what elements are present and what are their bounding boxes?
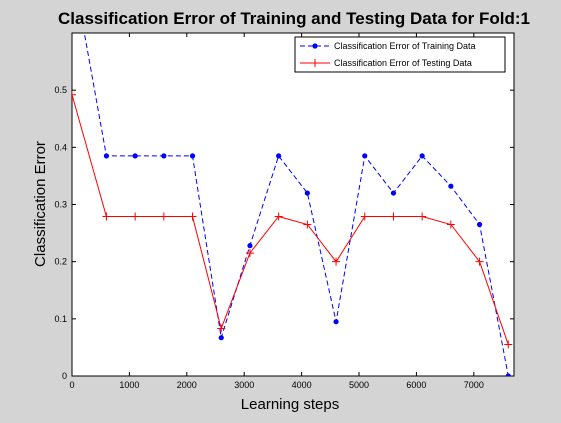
data-point [476, 221, 483, 228]
data-point [504, 340, 513, 349]
data-point [103, 153, 110, 159]
data-point [332, 257, 341, 266]
x-tick-label: 4000 [292, 380, 312, 390]
data-point [419, 153, 425, 159]
x-tick-label: 1000 [119, 380, 139, 390]
data-point [72, 90, 76, 99]
data-point [475, 257, 484, 266]
y-tick-label: 0.2 [54, 257, 67, 267]
y-tick-label: 0 [62, 371, 67, 381]
data-point [303, 220, 312, 229]
data-point [247, 243, 253, 249]
data-point [390, 190, 397, 196]
data-point [505, 373, 511, 376]
data-point [312, 43, 318, 49]
y-tick-label: 0.1 [54, 314, 67, 324]
series-training [83, 33, 511, 376]
plot-area [71, 32, 515, 377]
data-point [189, 153, 196, 159]
y-tick-label: 0.3 [54, 200, 67, 210]
series-layer [72, 33, 513, 376]
chart-title: Classification Error of Training and Tes… [58, 9, 530, 28]
data-point [217, 324, 226, 333]
data-point [418, 212, 427, 221]
axis-ticks: 0 1000 2000 3000 4000 5000 6000 7000 0 0.1 0.2 0.3 0… [54, 33, 514, 390]
x-tick-label: 5000 [349, 380, 369, 390]
x-tick-label: 7000 [464, 380, 484, 390]
data-point [446, 220, 455, 229]
data-point [245, 249, 254, 258]
legend: Classification Error of Training Data Cla… [294, 36, 506, 73]
data-point [274, 212, 283, 221]
y-tick-label: 0.4 [54, 142, 67, 152]
x-tick-label: 0 [69, 380, 74, 390]
data-point [362, 153, 368, 159]
series-line [72, 94, 509, 345]
data-point [360, 212, 369, 221]
data-point [131, 212, 140, 221]
data-point [102, 212, 111, 221]
y-axis-label: Classification Error [32, 141, 49, 267]
data-point [218, 335, 224, 341]
data-point [188, 212, 197, 221]
data-point [132, 153, 138, 159]
legend-entry-label: Classification Error of Training Data [334, 41, 476, 51]
x-axis-label: Learning steps [241, 396, 339, 413]
y-tick-label: 0.5 [54, 85, 67, 95]
x-tick-label: 2000 [177, 380, 197, 390]
legend-box [294, 36, 506, 73]
data-point [389, 212, 398, 221]
data-point [448, 183, 454, 189]
data-point [276, 153, 282, 159]
data-point [333, 319, 339, 325]
data-point [304, 190, 310, 196]
data-point [159, 212, 168, 221]
x-tick-label: 3000 [234, 380, 254, 390]
series-testing [72, 90, 513, 349]
x-tick-label: 6000 [406, 380, 426, 390]
data-point [161, 153, 167, 159]
data-point [311, 59, 319, 67]
legend-entry-label: Classification Error of Testing Data [334, 58, 472, 68]
